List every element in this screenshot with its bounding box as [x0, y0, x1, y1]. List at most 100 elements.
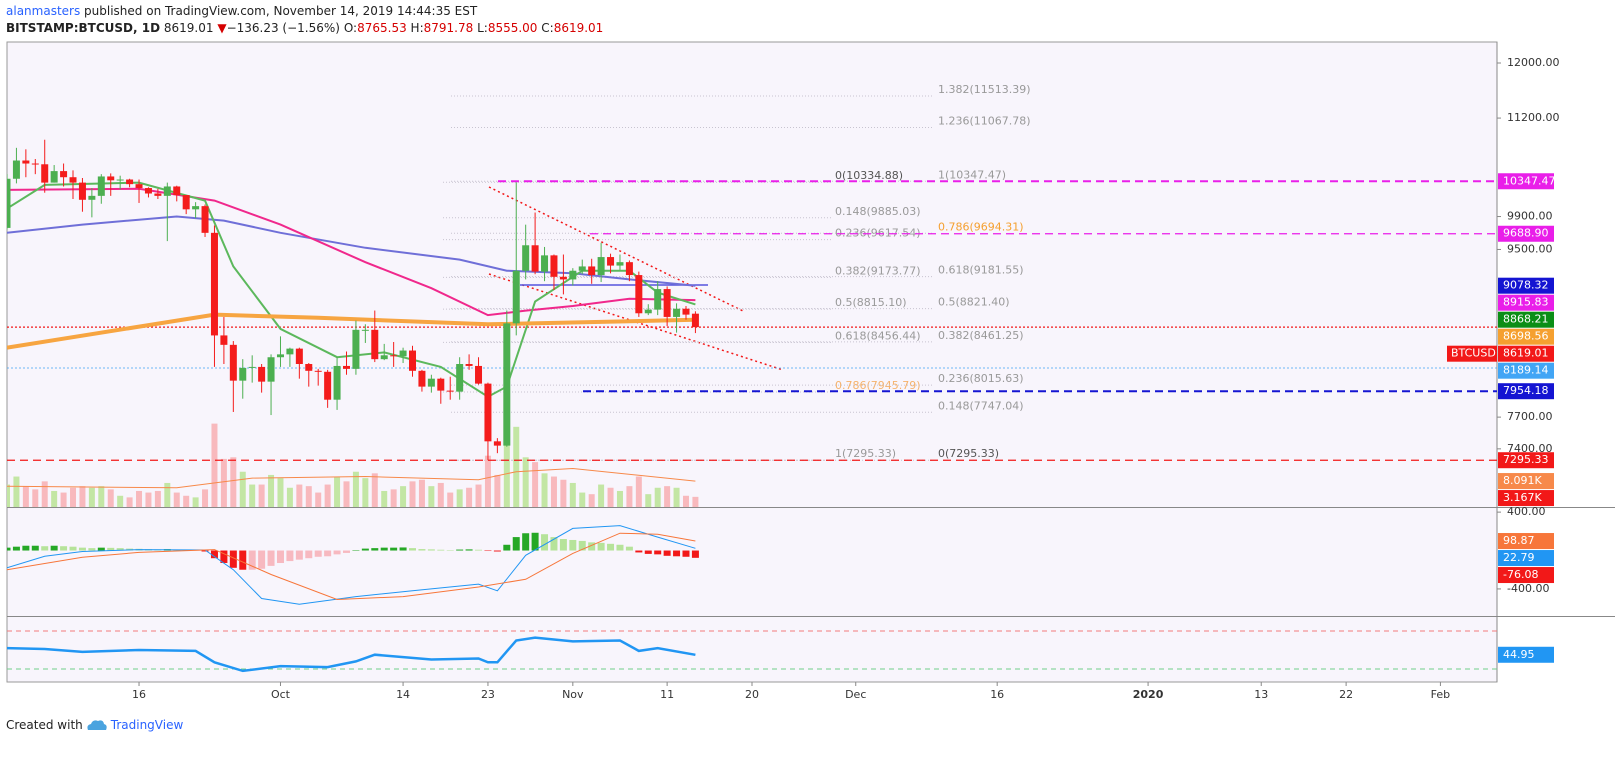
high: 8791.78	[423, 21, 474, 35]
volume-bar	[154, 490, 161, 507]
c-label: C:	[541, 21, 554, 35]
price-label-box	[1498, 533, 1554, 550]
volume-bar	[654, 487, 661, 507]
volume-bar	[494, 474, 501, 507]
candle-body	[663, 289, 671, 317]
x-tick-label: 13	[1254, 688, 1268, 701]
brand[interactable]: TradingView	[110, 718, 184, 732]
macd-bar	[635, 550, 643, 553]
candle-body	[503, 323, 511, 446]
macd-bar	[607, 543, 615, 551]
volume-bar	[673, 487, 680, 507]
y-tick-label: 7700.00	[1507, 410, 1553, 423]
volume-bar	[447, 492, 454, 507]
volume-bar	[183, 495, 190, 507]
candle-body	[286, 348, 294, 355]
volume-bar	[286, 487, 293, 507]
price-label-box	[1498, 294, 1554, 311]
macd-bar	[437, 549, 445, 551]
volume-bar	[22, 486, 29, 507]
price-label: -76.08	[1503, 568, 1538, 581]
volume-bar	[682, 495, 689, 507]
macd-bar	[342, 550, 350, 553]
candle-body	[324, 371, 332, 400]
fib-label: 1(10347.47)	[938, 168, 1006, 181]
macd-bar	[522, 533, 530, 551]
chart: 0(10334.88)0.148(9885.03)0.236(9617.54)0…	[6, 41, 1615, 701]
header-line: alanmasters published on TradingView.com…	[6, 4, 477, 18]
macd-bar	[380, 547, 388, 551]
symbol: BITSTAMP:BTCUSD, 1D	[6, 21, 161, 35]
candle-body	[635, 275, 643, 314]
volume-bar	[550, 476, 557, 507]
y-tick-label: 11200.00	[1507, 111, 1560, 124]
volume-bar	[334, 476, 341, 507]
price-label: 8189.14	[1503, 364, 1549, 377]
candle-body	[88, 195, 96, 200]
price-label: 8868.21	[1503, 313, 1549, 326]
candle-body	[541, 255, 549, 272]
arrow: ▼	[217, 21, 227, 35]
macd-bar	[88, 548, 96, 551]
candle-body	[607, 257, 615, 266]
price-label: 44.95	[1503, 648, 1535, 661]
candle-body	[22, 160, 30, 164]
volume-bar	[192, 497, 199, 507]
macd-bar	[220, 550, 228, 564]
volume-bar	[296, 484, 303, 507]
macd-bar	[201, 550, 209, 552]
candle-body	[644, 309, 652, 314]
volume-bar	[475, 484, 482, 507]
volume-bar	[371, 473, 378, 507]
price-label-box	[1498, 646, 1554, 663]
volume-bar	[569, 482, 576, 507]
volume-bar	[145, 492, 152, 507]
low: 8555.00	[487, 21, 538, 35]
price-label: 9688.90	[1503, 227, 1549, 240]
volume-bar	[541, 473, 548, 507]
x-tick-label: Dec	[845, 688, 866, 701]
macd-bar	[512, 537, 520, 551]
y-tick-label: -400.00	[1507, 582, 1549, 595]
price-label: 8619.01	[1503, 347, 1549, 360]
fib-label: 0.618(9181.55)	[938, 264, 1024, 277]
candle-body	[69, 177, 77, 183]
volume-bar	[41, 481, 48, 507]
candle-body	[107, 176, 115, 181]
author[interactable]: alanmasters	[6, 4, 81, 18]
fib-label: 1.236(11067.78)	[938, 115, 1031, 128]
price-label-box	[1498, 383, 1554, 400]
candle-body	[342, 365, 350, 369]
candle-body	[446, 390, 454, 392]
trend-line	[488, 186, 744, 312]
price-label-box	[1498, 225, 1554, 242]
candle-body	[333, 365, 341, 400]
macd-line	[7, 525, 696, 605]
volume-bar	[635, 476, 642, 507]
candle-body	[550, 255, 558, 277]
candle-body	[418, 370, 426, 387]
candle-body	[258, 366, 266, 382]
candle-body	[7, 178, 11, 228]
logo	[87, 720, 107, 730]
x-tick-label: Oct	[271, 688, 291, 701]
candle-body	[390, 355, 398, 357]
volume-bar	[513, 426, 520, 507]
candle-body	[192, 206, 200, 210]
macd-bar	[361, 548, 369, 551]
candle-body	[305, 363, 313, 371]
candle-body	[154, 193, 162, 196]
candle-body	[682, 308, 690, 315]
candle-body	[559, 276, 567, 280]
price-label: 3.167K	[1503, 491, 1542, 504]
price-label: 9078.32	[1503, 279, 1549, 292]
macd-bar	[654, 550, 662, 555]
volume-bar	[107, 489, 114, 507]
fib-label: 0(7295.33)	[938, 447, 999, 460]
macd-bar	[663, 550, 671, 556]
x-tick-label: 22	[1339, 688, 1353, 701]
volume-bar	[164, 482, 171, 507]
macd-bar	[78, 547, 86, 551]
o-label: O:	[343, 21, 358, 35]
